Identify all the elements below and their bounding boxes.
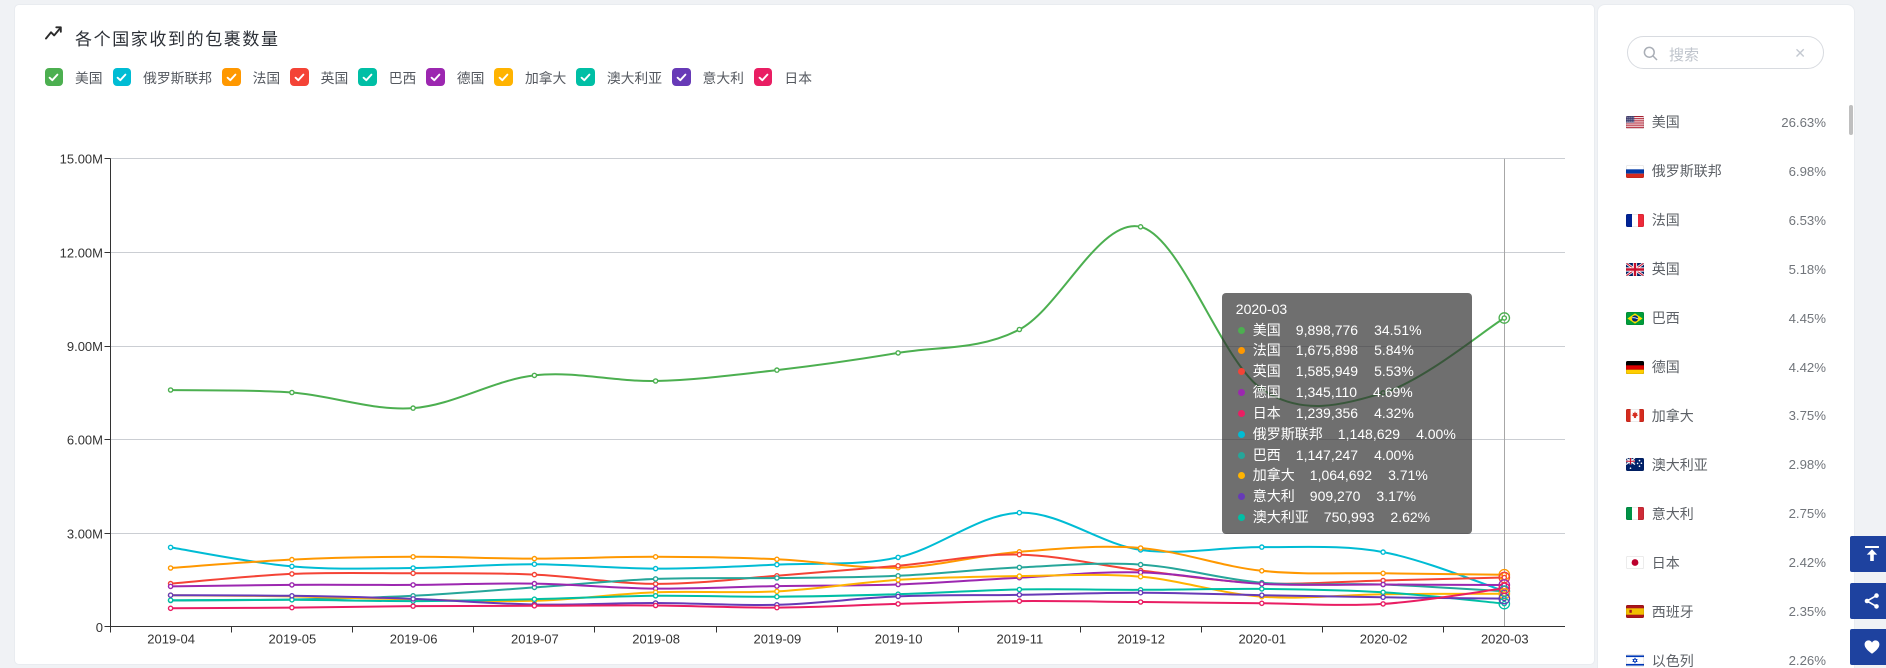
svg-text:2019-12: 2019-12 [1117,632,1165,647]
svg-text:0: 0 [96,620,103,635]
svg-text:2019-10: 2019-10 [875,632,923,647]
svg-text:15.00M: 15.00M [60,152,103,167]
svg-text:2020-03: 2020-03 [1481,632,1529,647]
svg-text:3.00M: 3.00M [67,526,103,541]
svg-text:2020-01: 2020-01 [1238,632,1286,647]
svg-text:2019-05: 2019-05 [269,632,317,647]
svg-text:6.00M: 6.00M [67,433,103,448]
svg-text:2019-11: 2019-11 [997,632,1044,647]
svg-text:2020-02: 2020-02 [1360,632,1408,647]
svg-text:2019-04: 2019-04 [147,632,195,647]
svg-text:9.00M: 9.00M [67,339,103,354]
svg-text:12.00M: 12.00M [60,245,103,260]
svg-text:2019-08: 2019-08 [632,632,680,647]
svg-text:2019-06: 2019-06 [390,632,438,647]
svg-text:2019-07: 2019-07 [511,632,559,647]
svg-text:2019-09: 2019-09 [754,632,802,647]
